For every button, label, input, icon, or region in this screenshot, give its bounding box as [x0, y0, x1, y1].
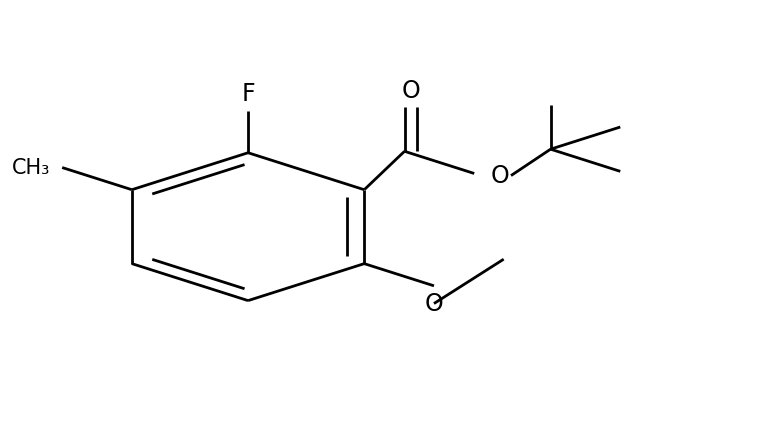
Text: O: O [401, 79, 420, 103]
Text: O: O [490, 163, 509, 187]
Text: CH₃: CH₃ [12, 158, 50, 178]
Text: O: O [424, 291, 443, 315]
Text: F: F [241, 83, 255, 107]
